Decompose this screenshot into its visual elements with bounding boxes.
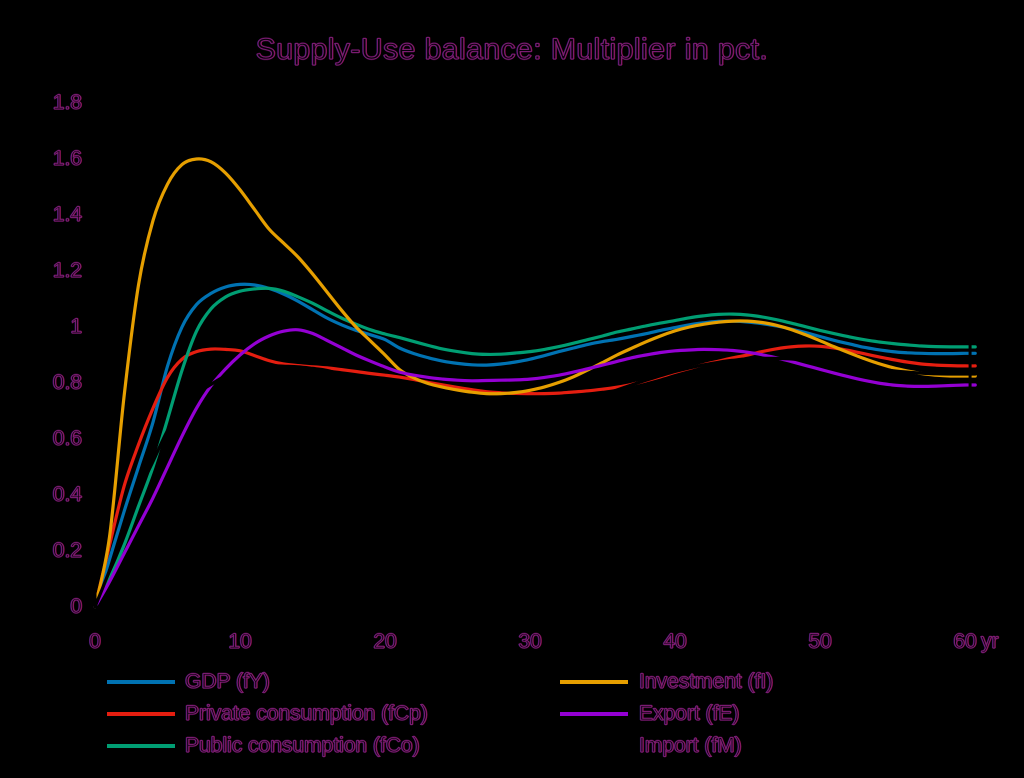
legend-label: Public consumption (fCo) [185,734,421,758]
legend-swatch [107,712,175,716]
y-tick-label: 1.8 [52,91,82,115]
y-tick-label: 0 [70,595,83,619]
x-tick-label: 40 [663,630,687,654]
x-axis-unit: yr [981,630,999,654]
legend-swatch [560,680,628,684]
legend-swatch [560,712,628,716]
x-tick-label: 30 [518,630,542,654]
legend-label: Export (fE) [638,702,740,726]
legend-label: Import (fM) [639,734,743,758]
x-tick-label: 0 [89,630,102,654]
series-line-public-consumption-fco [93,286,977,609]
y-tick-label: 0.6 [52,427,82,451]
x-tick-label: 20 [373,630,397,654]
legend-swatch [107,744,175,748]
y-tick-label: 0.8 [52,371,82,395]
y-tick-label: 1.2 [52,259,82,283]
y-tick-label: 1 [70,315,83,339]
y-tick-label: 1.4 [52,203,82,227]
series-line-gdp-fy [93,282,977,609]
series-line-investment-fi [93,157,977,609]
legend-swatch [107,680,175,684]
x-tick-label: 50 [808,630,832,654]
series-line-export-fe [93,328,977,609]
y-tick-label: 0.2 [52,539,82,563]
legend-label: Private consumption (fCp) [185,702,429,726]
x-tick-label: 10 [228,630,252,654]
legend-label: GDP (fY) [185,670,271,694]
legend-label: Investment (fI) [638,670,774,694]
series-line-private-consumption-fcp [93,344,977,609]
y-tick-label: 1.6 [52,147,82,171]
legend-swatch [560,744,628,748]
x-tick-label: 60 [953,630,977,654]
chart-title: Supply-Use balance: Multiplier in pct. [255,33,769,67]
series-line-import-fm [93,356,977,609]
plot-frame [93,101,972,609]
y-tick-label: 0.4 [52,483,82,507]
